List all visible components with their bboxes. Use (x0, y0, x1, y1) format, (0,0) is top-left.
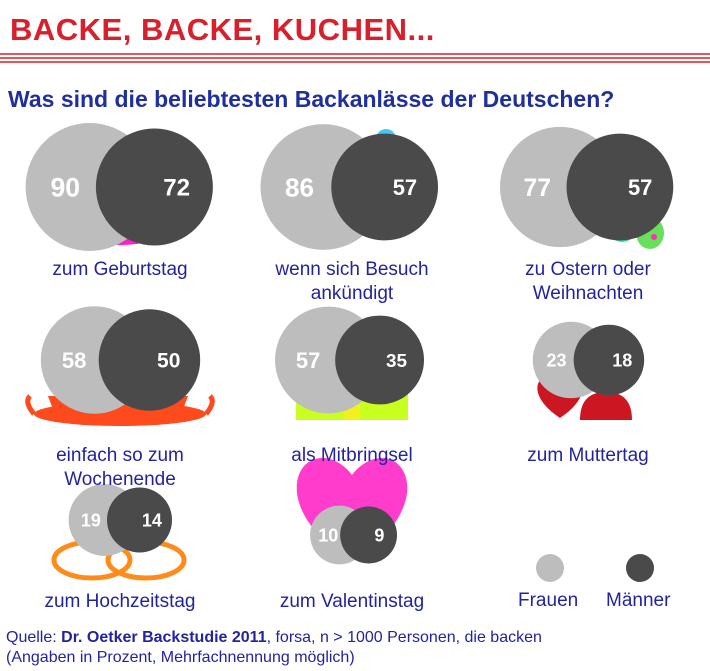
legend-label-maenner: Männer (606, 590, 671, 611)
chart-subtitle: Was sind die beliebtesten Backanlässe de… (8, 86, 615, 112)
bubble-maenner (340, 506, 398, 564)
page-title: BACKE, BACKE, KUCHEN... (10, 12, 435, 47)
value-maenner: 35 (386, 351, 407, 372)
category-label: einfach so zum Wochenende (56, 445, 184, 490)
category-group: 86 57 (260, 124, 439, 250)
title-underline (0, 53, 710, 63)
value-maenner: 14 (142, 510, 162, 530)
source-rest: , forsa, n > 1000 Personen, die backen (266, 629, 542, 646)
value-maenner: 57 (393, 175, 417, 200)
bubble-maenner (573, 324, 645, 396)
value-frauen: 10 (318, 525, 338, 545)
category-group: 77 57 (499, 126, 674, 249)
source-prefix: Quelle: (6, 629, 62, 646)
category-group: 23 18 (532, 321, 645, 420)
value-frauen: 23 (547, 350, 567, 370)
value-maenner: 18 (612, 350, 632, 370)
value-frauen: 86 (285, 172, 314, 202)
bubble-maenner (335, 315, 425, 405)
value-frauen: 58 (62, 348, 87, 373)
value-frauen: 57 (296, 348, 320, 373)
value-maenner: 72 (163, 175, 190, 202)
bubble-maenner (566, 133, 674, 241)
value-frauen: 19 (81, 510, 101, 530)
value-maenner: 57 (628, 175, 652, 200)
category-label: zum Geburtstag (52, 259, 188, 280)
category-label: als Mitbringsel (291, 445, 413, 466)
category-label: zum Muttertag (527, 445, 649, 466)
category-label: zum Valentinstag (279, 591, 425, 612)
source-study: Dr. Oetker Backstudie 2011 (61, 629, 267, 646)
category-label: zum Hochzeitstag (44, 591, 196, 612)
value-maenner: 9 (374, 525, 384, 545)
value-frauen: 90 (50, 173, 80, 203)
category-label: zu Ostern oder Weihnachten (525, 259, 651, 304)
value-frauen: 77 (523, 175, 551, 202)
value-maenner: 50 (157, 350, 180, 373)
category-label: wenn sich Besuch ankündigt (275, 259, 429, 304)
source-note: Quelle: Dr. Oetker Backstudie 2011, fors… (6, 628, 542, 668)
category-group: 10 9 (296, 457, 408, 565)
bubble-maenner (331, 133, 439, 241)
source-note-line: (Angaben in Prozent, Mehrfachnennung mög… (6, 649, 355, 666)
legend-swatch-frauen (536, 554, 564, 582)
bubble-maenner (95, 128, 213, 246)
legend-swatch-maenner (626, 554, 654, 582)
legend-label-frauen: Frauen (518, 590, 579, 611)
category-group: 58 50 (25, 306, 215, 426)
bubble-maenner (98, 309, 201, 411)
category-group: 19 14 (51, 484, 187, 581)
category-group: 90 72 (25, 123, 213, 251)
category-group: 57 35 (275, 306, 425, 420)
bubble-maenner (107, 487, 173, 553)
